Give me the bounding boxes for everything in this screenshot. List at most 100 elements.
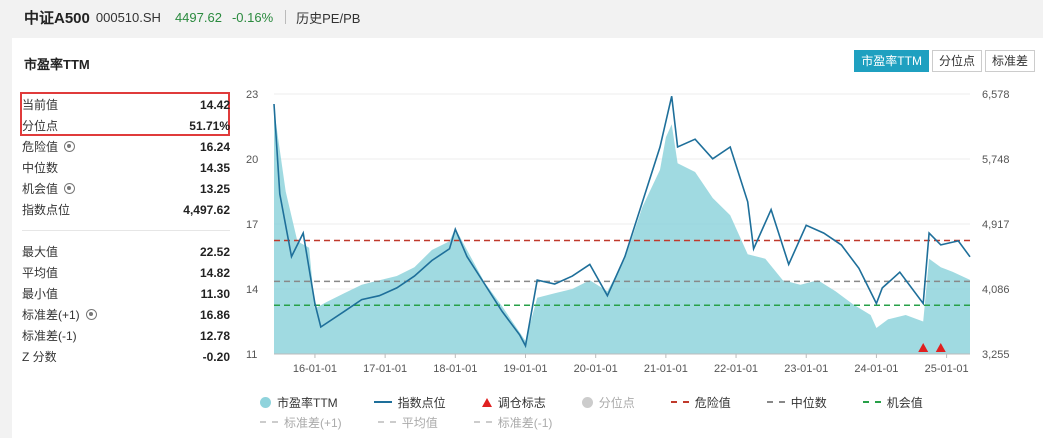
legend-label: 市盈率TTM — [277, 395, 338, 410]
stat-label: 分位点 — [22, 119, 59, 133]
stat-row: Z 分数 -0.20 — [22, 346, 230, 367]
legend-item[interactable]: 危险值 — [670, 394, 731, 411]
x-tick-label: 17-01-01 — [363, 363, 407, 375]
x-tick-label: 22-01-01 — [714, 363, 758, 375]
legend-item[interactable]: 机会值 — [862, 394, 923, 411]
rebalance-marker — [918, 343, 929, 352]
x-tick-label: 24-01-01 — [854, 363, 898, 375]
stat-label: 平均值 — [22, 266, 59, 280]
header-bar: 中证A500 000510.SH 4497.62 -0.16% 历史PE/PB — [0, 0, 1043, 34]
chart-legend: 市盈率TTM 指数点位 调仓标志 分位点 危险值 中位数 机会值 标准差(+1) 平均值 标准差… — [260, 392, 980, 432]
index-price: 4497.62 — [174, 9, 222, 25]
x-tick-label: 19-01-01 — [503, 363, 547, 375]
stats-panel: 当前值 14.42 分位点 51.71% 危险值 16.24 中位数 14.35 机会值 13.2… — [22, 94, 230, 367]
legend-item[interactable]: 分位点 — [581, 394, 635, 411]
y-left-tick-label: 17 — [246, 219, 258, 231]
metric-tabs: 市盈率TTM 分位点 标准差 — [851, 50, 1035, 72]
highlight-box — [20, 92, 230, 136]
index-code: 000510.SH — [95, 9, 161, 25]
legend-label: 指数点位 — [397, 395, 446, 410]
legend-dash-icon — [260, 421, 278, 423]
stat-label: Z 分数 — [22, 350, 57, 364]
triangle-icon — [481, 397, 492, 407]
stat-value: -0.20 — [202, 349, 230, 364]
y-right-tick-label: 5,748 — [982, 154, 1010, 166]
legend-item[interactable]: 标准差(+1) — [260, 414, 342, 431]
legend-dash-icon — [473, 421, 492, 423]
stat-label: 当前值 — [22, 98, 59, 112]
stat-value: 14.42 — [199, 97, 230, 112]
tab-0[interactable]: 市盈率TTM — [854, 50, 929, 72]
stat-row: 中位数 14.35 — [22, 157, 230, 178]
legend-item[interactable]: 指数点位 — [373, 394, 446, 411]
y-left-tick-label: 11 — [246, 349, 257, 361]
x-tick-label: 23-01-01 — [784, 363, 828, 375]
legend-label: 机会值 — [886, 395, 923, 410]
tab-1[interactable]: 分位点 — [931, 50, 982, 72]
y-right-tick-label: 3,255 — [982, 349, 1010, 361]
stat-value: 13.25 — [199, 181, 230, 196]
stat-value: 4,497.62 — [183, 202, 230, 217]
stat-row: 分位点 51.71% — [22, 115, 230, 136]
stat-row: 平均值 14.82 — [22, 262, 230, 283]
card-title: 市盈率TTM — [24, 57, 90, 72]
gear-icon[interactable] — [85, 309, 97, 320]
legend-dot-icon — [260, 396, 271, 408]
legend-item[interactable]: 平均值 — [377, 414, 438, 431]
x-tick-label: 18-01-01 — [433, 363, 477, 375]
legend-label: 危险值 — [694, 395, 731, 410]
stat-row: 机会值 13.25 — [22, 178, 230, 199]
stat-row: 标准差(+1) 16.86 — [22, 304, 230, 325]
stat-value: 16.24 — [199, 139, 230, 154]
legend-item[interactable]: 标准差(-1) — [473, 414, 553, 431]
stat-row: 危险值 16.24 — [22, 136, 230, 157]
legend-dot-icon — [581, 396, 593, 408]
index-change: -0.16% — [231, 9, 274, 25]
x-tick-label: 16-01-01 — [293, 363, 337, 375]
legend-item[interactable]: 中位数 — [766, 394, 827, 411]
stat-value: 16.86 — [199, 307, 230, 322]
valuation-card: 市盈率TTM 市盈率TTM 分位点 标准差 当前值 14.42 分位点 51.71% 危险值… — [12, 38, 1043, 438]
y-left-tick-label: 20 — [246, 154, 258, 166]
stat-label: 最大值 — [22, 245, 59, 259]
stat-row: 当前值 14.42 — [22, 94, 230, 115]
stat-label: 中位数 — [22, 161, 59, 175]
y-left-tick-label: 23 — [246, 89, 258, 101]
legend-label: 调仓标志 — [497, 395, 546, 410]
legend-line-icon — [373, 401, 392, 403]
stats-divider — [22, 230, 230, 231]
stat-label: 指数点位 — [22, 203, 71, 217]
legend-dash-icon — [862, 401, 881, 403]
gear-icon[interactable] — [64, 141, 76, 152]
stat-value: 11.30 — [200, 286, 230, 301]
stat-row: 标准差(-1) 12.78 — [22, 325, 230, 346]
legend-dash-icon — [377, 421, 396, 423]
y-left-tick-label: 14 — [246, 284, 258, 296]
x-tick-label: 25-01-01 — [925, 363, 969, 375]
legend-label: 标准差(-1) — [497, 415, 553, 430]
stat-value: 22.52 — [199, 244, 230, 259]
x-tick-label: 20-01-01 — [574, 363, 618, 375]
y-right-tick-label: 4,917 — [982, 219, 1010, 231]
legend-dash-icon — [670, 401, 689, 403]
stat-label: 最小值 — [22, 287, 59, 301]
legend-label: 标准差(+1) — [284, 415, 342, 430]
chart-svg[interactable]: 23 20 17 14 11 6,578 5,748 4,917 4,086 3,255 16-01… — [236, 84, 1036, 384]
rebalance-marker — [935, 343, 946, 352]
stat-row: 最大值 22.52 — [22, 241, 230, 262]
index-line — [273, 96, 971, 349]
valuation-chart[interactable]: 23 20 17 14 11 6,578 5,748 4,917 4,086 3,255 16-01… — [236, 84, 1036, 384]
history-pe-pb-link[interactable]: 历史PE/PB — [296, 10, 361, 26]
tab-2[interactable]: 标准差 — [984, 50, 1035, 72]
legend-item[interactable]: 市盈率TTM — [260, 394, 338, 411]
stat-row: 最小值 11.30 — [22, 283, 230, 304]
stat-label: 危险值 — [22, 138, 76, 155]
stat-label: 机会值 — [22, 180, 76, 197]
stat-value: 51.71% — [189, 118, 230, 133]
stat-value: 14.82 — [199, 265, 230, 280]
y-right-tick-label: 4,086 — [982, 284, 1010, 296]
gear-icon[interactable] — [64, 183, 76, 194]
legend-item[interactable]: 调仓标志 — [481, 394, 546, 411]
legend-dash-icon — [766, 401, 785, 403]
stat-label: 标准差(-1) — [22, 329, 77, 343]
